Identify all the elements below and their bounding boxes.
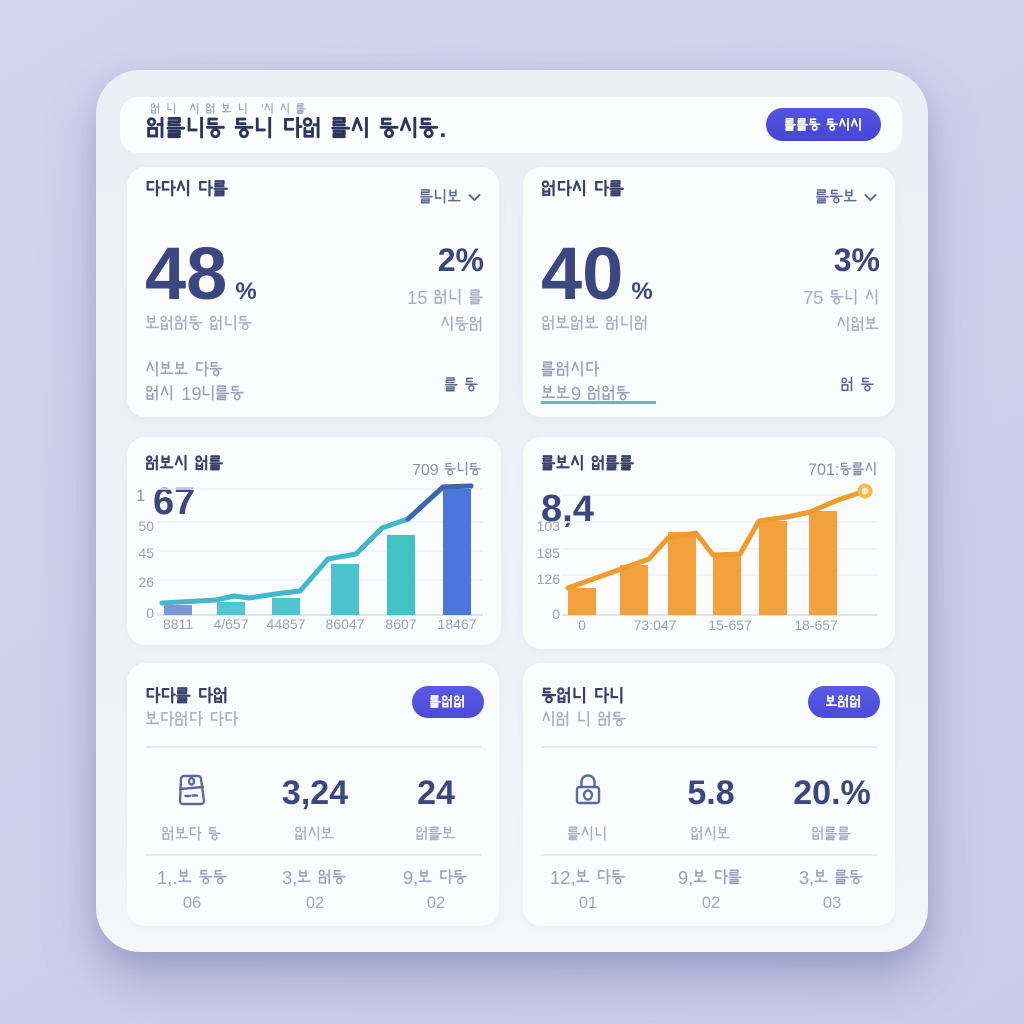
svg-text:45: 45 [138,545,154,561]
svg-text:8811: 8811 [163,616,193,632]
svg-text:185: 185 [537,545,561,561]
svg-text:75: 75 [803,289,824,306]
svg-text:9,: 9, [403,869,418,886]
svg-text:15-657: 15-657 [708,617,752,633]
svg-text:': ' [261,103,264,115]
svg-text:73:047: 73:047 [634,617,677,633]
svg-text:103: 103 [537,518,561,534]
svg-text:18467: 18467 [438,616,477,632]
svg-text:4/657: 4/657 [213,616,248,632]
svg-text:3,: 3, [282,869,297,886]
svg-text:86047: 86047 [326,616,365,632]
svg-text:19: 19 [181,385,201,402]
svg-text:126: 126 [537,571,561,587]
svg-text:26: 26 [138,574,154,590]
svg-text:0: 0 [578,617,586,633]
svg-text:701:: 701: [808,462,839,477]
svg-text:8607: 8607 [385,616,416,632]
svg-text:12,: 12, [550,869,576,886]
svg-text:.: . [439,117,446,140]
svg-text:15: 15 [407,289,428,306]
svg-text:18-657: 18-657 [794,617,838,633]
svg-text:1,.: 1,. [157,869,177,886]
svg-text:3,: 3, [799,869,814,886]
svg-text:709: 709 [412,462,439,477]
svg-text:44857: 44857 [267,616,306,632]
svg-text:9: 9 [571,385,581,402]
svg-text:9,: 9, [678,869,693,886]
svg-text:0: 0 [552,606,560,622]
svg-text:50: 50 [138,518,154,534]
svg-text:0: 0 [146,605,154,621]
